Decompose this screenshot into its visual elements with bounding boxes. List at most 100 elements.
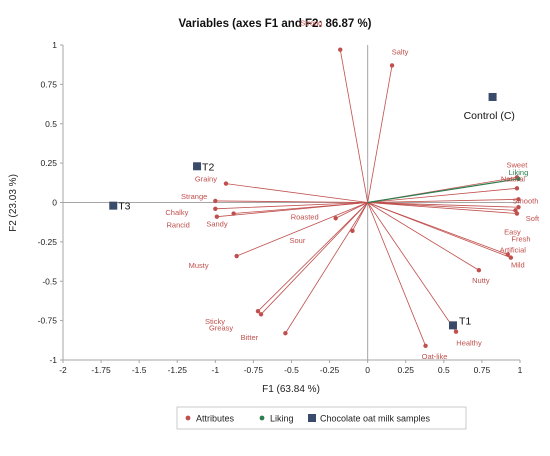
label-artificial: Artificial (500, 245, 527, 254)
point-rancid (214, 214, 220, 219)
sample-t2 (193, 162, 202, 171)
point-sour (350, 228, 355, 234)
vector-fresh (367, 202, 517, 214)
vector-natural (367, 187, 517, 203)
y-tick-label: 0.25 (40, 158, 57, 168)
vector-sticky (257, 202, 368, 312)
point-oat-like (423, 343, 428, 349)
label-mild: Mild (511, 261, 525, 270)
vector-soft (367, 202, 519, 208)
axes: -2 -1.75 -1.5 -1.25 -1 -0.75 -0.5 -0.25 0 0.25 0.5… (38, 40, 523, 375)
point-smooth (516, 197, 521, 202)
label-strange: Strange (181, 192, 207, 201)
label-sweet: Sweet (507, 160, 529, 169)
x-tick-label: 1 (518, 365, 523, 375)
point-greasy (258, 312, 264, 317)
chart-title: Variables (axes F1 and F2: 86.87 %) (178, 18, 371, 30)
vector-oat-like (367, 202, 426, 346)
point-nutty (476, 268, 482, 273)
vector-smooth (367, 198, 519, 203)
point-strange (213, 198, 218, 204)
x-tick-label: 0.75 (474, 365, 491, 375)
vector-strange (215, 200, 368, 203)
label-greasy: Greasy (209, 323, 233, 332)
x-tick-label: -1 (212, 365, 220, 375)
vector-liking (367, 178, 519, 204)
vector-nutty (367, 202, 480, 271)
y-tick-label: -0.75 (38, 316, 58, 326)
y-tick-label: 1 (52, 40, 57, 50)
label-strong: Strong (300, 19, 322, 28)
sample-label-t2: T2 (202, 161, 214, 173)
point-salty (389, 63, 395, 68)
vector-mild (367, 202, 512, 258)
data-points (109, 47, 521, 349)
label-roasted: Roasted (291, 212, 319, 221)
x-tick-label: -2 (59, 365, 67, 375)
x-tick-label: 0.25 (397, 365, 414, 375)
sample-t1 (448, 321, 457, 330)
vector-roasted (335, 202, 368, 219)
y-tick-label: -0.5 (42, 276, 57, 286)
point-roasted (333, 216, 338, 221)
point-bitter (283, 331, 288, 336)
y-tick-label: 0 (52, 198, 57, 208)
label-easy: Easy (504, 227, 521, 236)
legend-marker-liking (259, 415, 265, 421)
x-tick-label: -0.5 (284, 365, 299, 375)
y-tick-label: -1 (49, 355, 57, 365)
sample-t3 (109, 201, 118, 210)
sample-label-control-c: Control (C) (464, 110, 515, 122)
x-tick-label: 0 (365, 365, 370, 375)
label-liking: Liking (509, 168, 529, 177)
sample-label-t3: T3 (118, 201, 130, 213)
label-sandy: Sandy (206, 220, 228, 229)
x-tick-label: -1.25 (168, 365, 188, 375)
label-musty: Musty (189, 261, 209, 270)
label-sticky: Sticky (205, 317, 225, 326)
label-fresh: Fresh (511, 235, 530, 244)
x-tick-label: -0.25 (320, 365, 340, 375)
vector-healthy (367, 202, 457, 332)
sample-control-c (488, 92, 497, 101)
point-mild (508, 255, 514, 260)
point-healthy (453, 329, 459, 334)
vector-musty (236, 202, 368, 257)
point-artificial (505, 252, 511, 257)
y-axis-title: F2 (23.03 %) (8, 174, 19, 232)
vector-chalky (215, 202, 368, 210)
point-strong (338, 47, 343, 52)
attribute-vectors (215, 49, 519, 346)
y-tick-label: -0.25 (38, 237, 58, 247)
y-tick-label: 0.5 (45, 119, 57, 129)
point-natural (514, 186, 520, 191)
vector-grainy (225, 183, 368, 203)
point-sticky (255, 308, 261, 314)
label-oat-like: Oat-like (422, 352, 448, 361)
legend: Attributes Liking Chocolate oat milk sampl… (176, 406, 467, 430)
point-grainy (223, 181, 229, 186)
label-grainy: Grainy (195, 175, 217, 184)
y-tick-label: 0.75 (40, 79, 57, 89)
point-musty (234, 253, 239, 259)
legend-label-attributes: Attributes (196, 414, 235, 424)
vector-strong (339, 49, 369, 203)
label-soft: Soft (526, 214, 540, 223)
label-bitter: Bitter (241, 333, 259, 342)
x-tick-label: 0.5 (438, 365, 450, 375)
point-soft (516, 205, 521, 210)
label-natural: Natural (501, 174, 526, 183)
vector-rancid (216, 202, 368, 218)
point-liking (516, 176, 521, 182)
legend-marker-attributes (185, 415, 191, 421)
vector-greasy (260, 202, 368, 315)
label-sour: Sour (290, 236, 306, 245)
label-chalky: Chalky (165, 208, 188, 217)
label-rancid: Rancid (166, 221, 189, 230)
vector-easy (367, 202, 516, 211)
legend-marker-samples (308, 414, 316, 422)
x-axis-title: F1 (63.84 %) (262, 384, 320, 395)
point-easy (513, 208, 518, 213)
legend-label-liking: Liking (270, 414, 294, 424)
